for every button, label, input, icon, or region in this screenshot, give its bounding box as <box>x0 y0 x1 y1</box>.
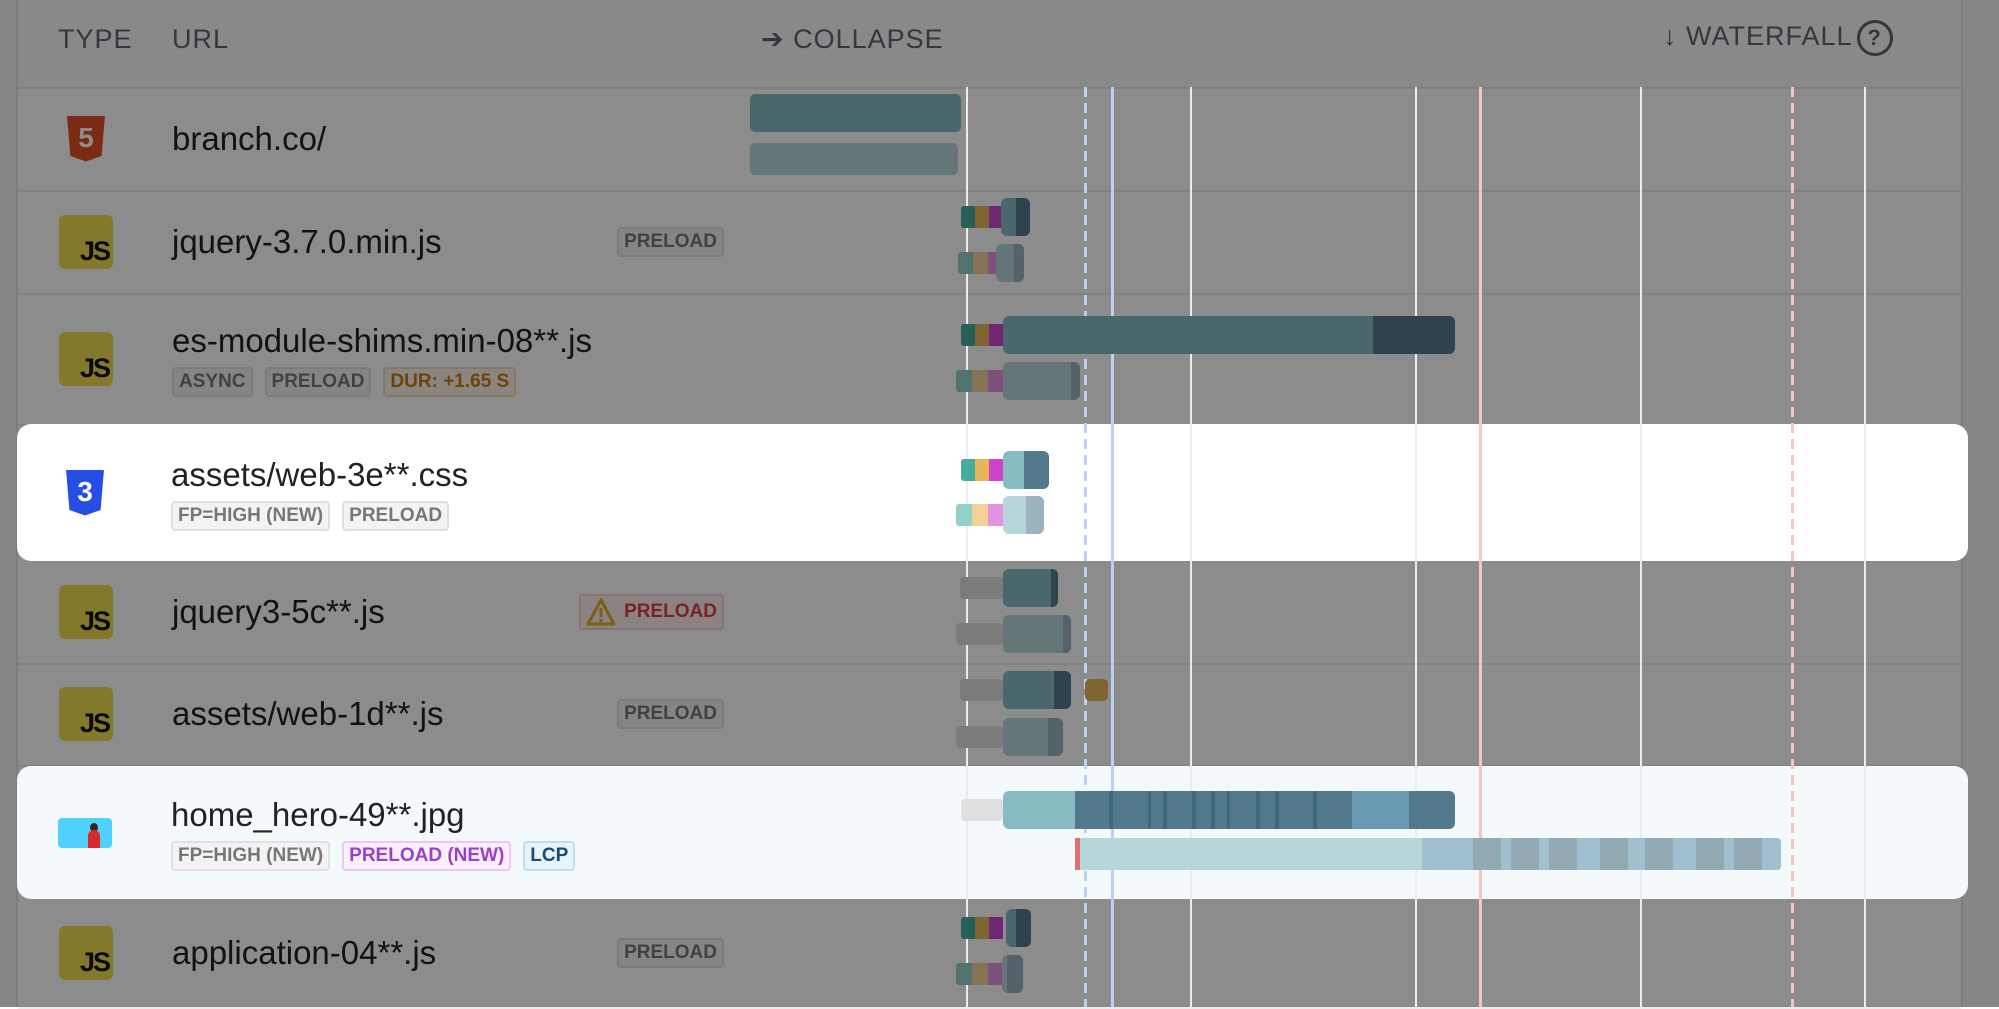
badge-list: FP=HIGH (NEW) PRELOAD <box>171 500 468 531</box>
waterfall-label: ↓ WATERFALL <box>1663 21 1853 52</box>
badge-list: ASYNC PRELOAD DUR: +1.65 S <box>172 366 592 397</box>
request-row[interactable]: 5 branch.co/ <box>18 87 1961 192</box>
badge: FP=HIGH (NEW) <box>171 840 331 871</box>
request-row[interactable]: JS application-04**.js PRELOAD <box>18 899 1961 1009</box>
request-url[interactable]: es-module-shims.min-08**.js <box>172 321 592 359</box>
request-row[interactable]: home_hero-49**.jpg FP=HIGH (NEW) PRELOAD (… <box>17 766 1968 899</box>
request-url[interactable]: jquery-3.7.0.min.js <box>172 222 442 260</box>
help-icon[interactable]: ? <box>1856 20 1893 56</box>
request-row[interactable]: JS jquery3-5c**.js PRELOAD <box>18 561 1961 665</box>
column-header-url[interactable]: URL <box>172 24 230 54</box>
preload-badge: PRELOAD <box>617 938 724 968</box>
javascript-icon: JS <box>59 214 113 269</box>
html5-icon: 5 <box>67 115 105 162</box>
request-row[interactable]: 3 assets/web-3e**.css FP=HIGH (NEW) PRELOAD <box>17 424 1968 561</box>
preload-badge: PRELOAD <box>617 226 724 257</box>
left-gutter <box>0 0 18 1007</box>
badge: DUR: +1.65 S <box>383 366 517 397</box>
waterfall-sort-button[interactable]: ↓ WATERFALL? <box>1663 20 1893 56</box>
badge: FP=HIGH (NEW) <box>171 500 331 531</box>
css3-icon: 3 <box>66 469 104 516</box>
badge: ASYNC <box>172 366 253 397</box>
collapse-button[interactable]: ➔ COLLAPSE <box>761 24 944 54</box>
image-thumbnail-icon <box>58 817 112 848</box>
preload-warning-badge[interactable]: PRELOAD <box>579 594 724 630</box>
request-url[interactable]: branch.co/ <box>172 119 327 157</box>
warning-icon <box>586 598 616 626</box>
badge: PRELOAD <box>342 500 450 531</box>
request-row[interactable]: JS assets/web-1d**.js PRELOAD <box>18 663 1961 767</box>
request-url[interactable]: application-04**.js <box>172 934 437 971</box>
javascript-icon: JS <box>59 585 113 639</box>
request-url[interactable]: assets/web-1d**.js <box>172 695 444 732</box>
javascript-icon: JS <box>59 926 113 980</box>
badge: PRELOAD (NEW) <box>342 840 512 871</box>
preload-badge: PRELOAD <box>617 699 724 729</box>
request-row[interactable]: JS es-module-shims.min-08**.js ASYNC PRELOA… <box>18 293 1961 426</box>
badge-list: FP=HIGH (NEW) PRELOAD (NEW) LCP <box>171 840 576 871</box>
request-url[interactable]: home_hero-49**.jpg <box>171 795 465 833</box>
table-header: TYPE URL ➔ COLLAPSE ↓ WATERFALL? <box>18 0 1961 89</box>
request-url[interactable]: assets/web-3e**.css <box>171 455 469 493</box>
javascript-icon: JS <box>59 687 113 741</box>
request-url[interactable]: jquery3-5c**.js <box>172 593 385 630</box>
badge: PRELOAD <box>264 366 372 397</box>
badge: LCP <box>523 840 576 871</box>
request-row[interactable]: JS jquery-3.7.0.min.js PRELOAD <box>18 190 1961 295</box>
javascript-icon: JS <box>59 331 113 386</box>
column-header-type[interactable]: TYPE <box>58 24 133 54</box>
